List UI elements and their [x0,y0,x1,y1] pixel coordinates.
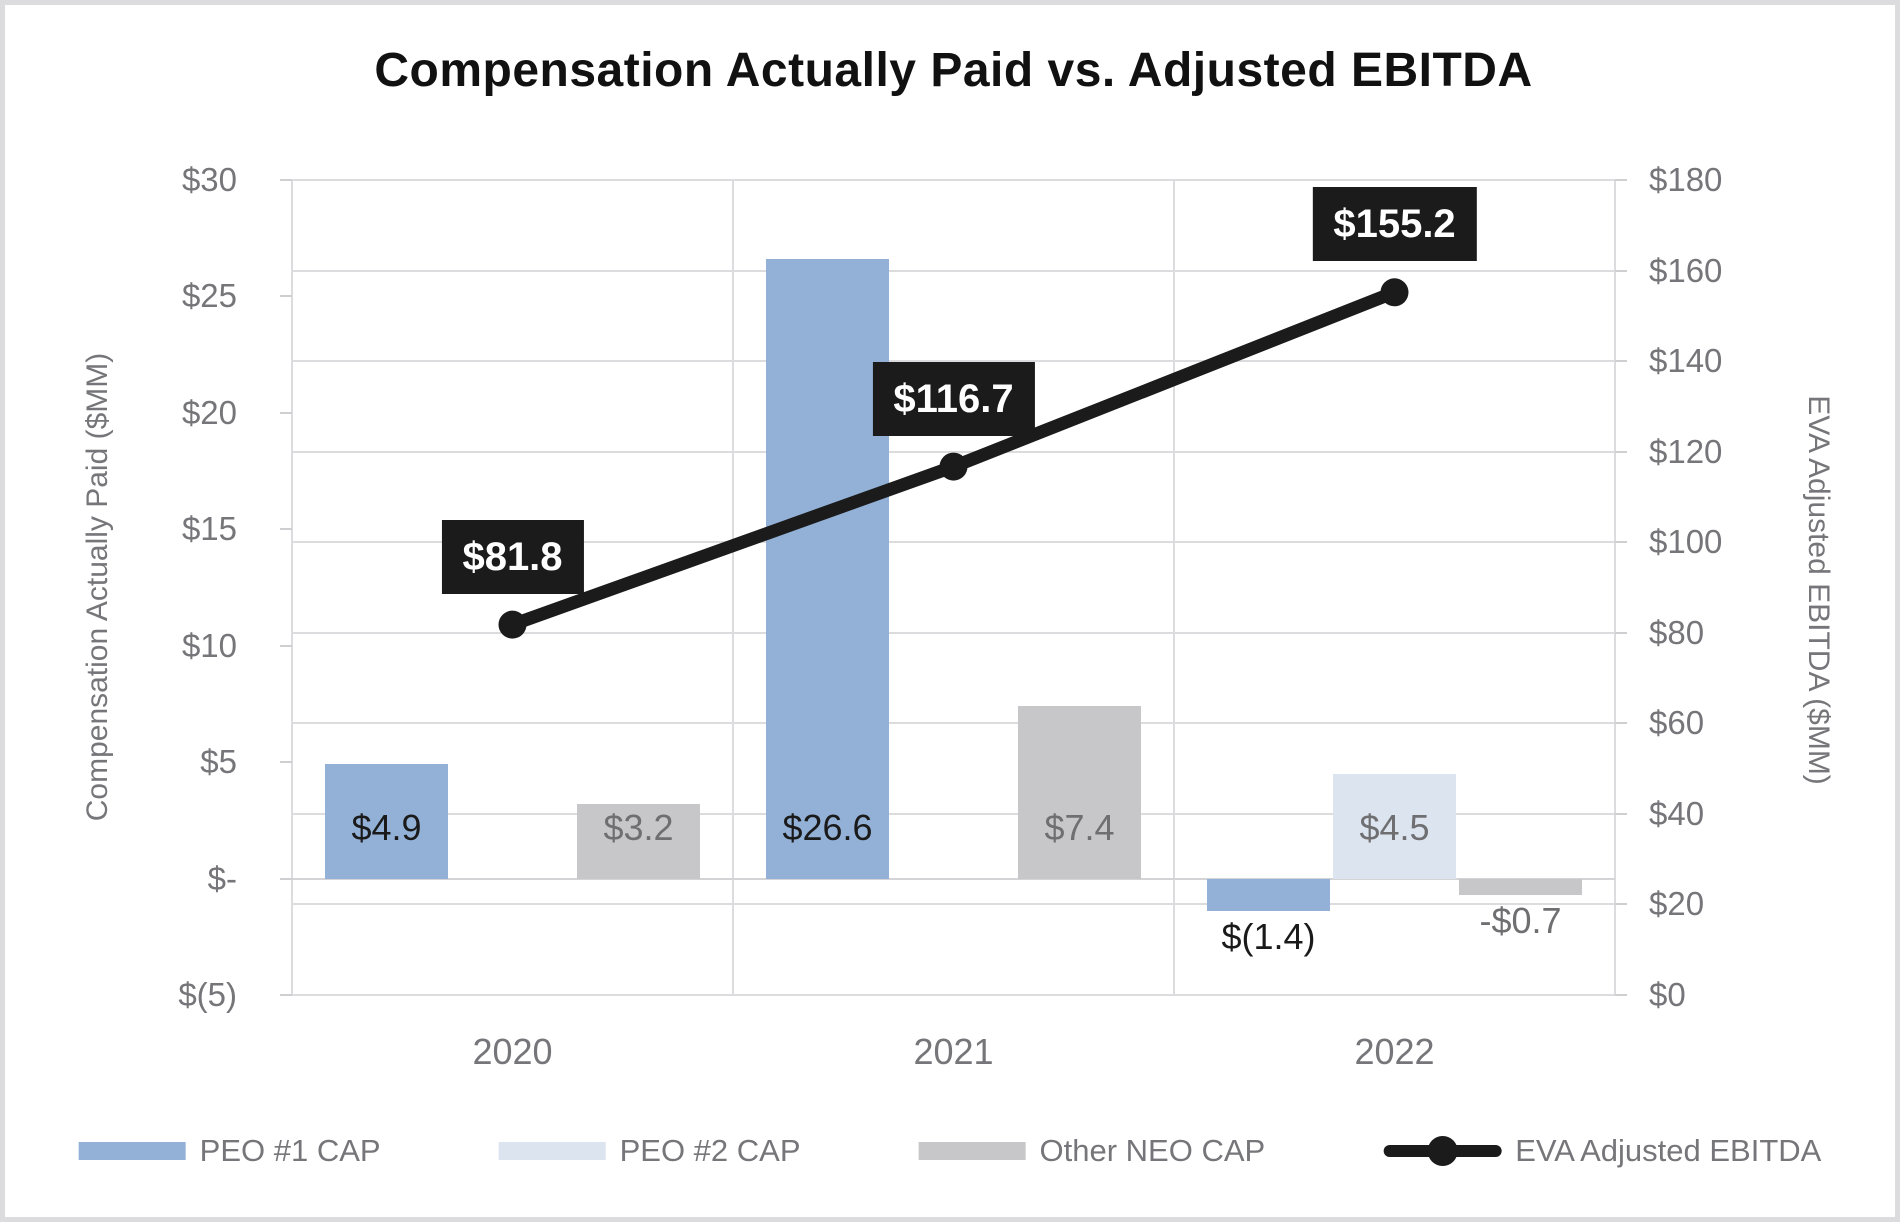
left-axis-tick-label: $- [207,859,237,897]
right-axis-tick [1615,631,1627,634]
bar-data-label: $7.4 [1044,806,1115,848]
legend-label: Other NEO CAP [1039,1133,1266,1168]
legend-line-dot [1427,1136,1458,1166]
bar-data-label: $4.9 [351,806,422,848]
bar-other-neo-cap [1459,878,1582,895]
left-axis-tick [280,761,292,764]
bar-data-label: $(1.4) [1221,916,1316,958]
bar-data-label: $26.6 [782,806,873,848]
bar-other-neo-cap [577,804,700,879]
gridline-horizontal [292,360,1615,363]
left-axis-tick-label: $20 [181,393,237,431]
gridline-horizontal [292,812,1615,815]
right-axis-tick-label: $180 [1649,161,1723,198]
gridline-horizontal [292,179,1615,181]
left-axis-tick [280,877,292,880]
gridline-horizontal [292,541,1615,544]
line-data-point [939,452,968,481]
legend-label: PEO #2 CAP [619,1133,801,1168]
gridline-horizontal [292,450,1615,453]
bar-data-label: $3.2 [603,806,674,848]
right-axis-tick [1615,269,1627,272]
gridline-horizontal [292,269,1615,272]
right-axis-tick [1615,722,1627,725]
line-data-point [498,610,527,639]
legend-item: PEO #2 CAP [498,1133,801,1169]
line-series [498,278,1409,639]
gridline-vertical [1614,180,1616,995]
legend-swatch-other-neo-cap [918,1142,1026,1160]
bar-peo-1-cap [1207,878,1330,912]
right-axis-tick-label: $20 [1649,885,1705,923]
legend-label: PEO #1 CAP [199,1133,381,1168]
legend-swatch-peo-2-cap [498,1142,606,1160]
left-axis-tick [280,528,292,531]
left-axis-tick-label: $5 [200,743,237,781]
gridline-vertical [1173,180,1175,995]
right-axis-tick [1615,541,1627,544]
left-axis-tick [280,644,292,647]
left-axis-tick-label: $(5) [178,976,237,1013]
gridline-horizontal [292,994,1615,996]
right-axis-tick-label: $100 [1649,523,1723,561]
legend-line-marker [1383,1136,1502,1166]
left-axis-tick [280,994,292,996]
line-callout-label: $81.8 [441,519,584,594]
chart-title: Compensation Actually Paid vs. Adjusted … [374,44,1533,97]
line-callout-label: $116.7 [872,361,1035,436]
legend-label: EVA Adjusted EBITDA [1515,1133,1822,1168]
bar-peo-1-cap [325,764,448,879]
bar-peo-1-cap [766,259,889,879]
x-axis-category-label: 2021 [913,1031,994,1072]
category-axis-line [292,877,1615,880]
gridline-vertical [291,180,293,995]
bar-peo-2-cap [1333,773,1456,879]
right-axis-tick [1615,903,1627,906]
right-axis-tick-label: $140 [1649,342,1723,380]
bar-data-label: $4.5 [1359,806,1430,848]
right-axis-title: EVA Adjusted EBITDA ($MM) [1802,395,1835,785]
gridline-horizontal [292,903,1615,906]
legend-swatch-peo-1-cap [78,1142,186,1160]
right-axis-tick-label: $40 [1649,794,1705,832]
bar-data-label: -$0.7 [1479,899,1562,941]
right-axis-tick [1615,360,1627,363]
gridline-horizontal [292,722,1615,725]
right-axis-tick-label: $0 [1649,976,1686,1013]
right-axis-tick [1615,994,1627,996]
right-axis-tick [1615,450,1627,453]
right-axis-tick-label: $160 [1649,251,1723,289]
left-axis-tick [280,295,292,298]
legend-item: Other NEO CAP [918,1133,1266,1169]
left-axis-tick-label: $25 [181,277,237,315]
left-axis-tick [280,411,292,414]
right-axis-tick-label: $60 [1649,704,1705,742]
bar-other-neo-cap [1018,706,1141,879]
legend: PEO #1 CAP PEO #2 CAP Other NEO CAP EVA Adj… [78,1133,1821,1169]
right-axis-tick-label: $80 [1649,613,1705,651]
line-data-point [1380,278,1409,307]
gridline-horizontal [292,631,1615,634]
right-axis-tick [1615,179,1627,181]
x-axis-category-label: 2022 [1354,1031,1435,1072]
left-axis-tick-label: $15 [181,510,237,548]
x-axis-category-label: 2020 [472,1031,553,1072]
line-callout-label: $155.2 [1312,187,1477,262]
left-axis-tick-label: $10 [181,626,237,664]
legend-item: EVA Adjusted EBITDA [1383,1133,1821,1169]
right-axis-tick-label: $120 [1649,432,1723,470]
right-axis-tick [1615,812,1627,815]
gridline-vertical [732,180,734,995]
plot-area: $4.9 $26.6 $(1.4) $4.5 $3.2 $7.4 -$0.7 $81.8 $11… [291,179,1616,996]
left-axis-tick-label: $30 [181,161,237,198]
left-axis-tick [280,179,292,181]
legend-item: PEO #1 CAP [78,1133,381,1169]
